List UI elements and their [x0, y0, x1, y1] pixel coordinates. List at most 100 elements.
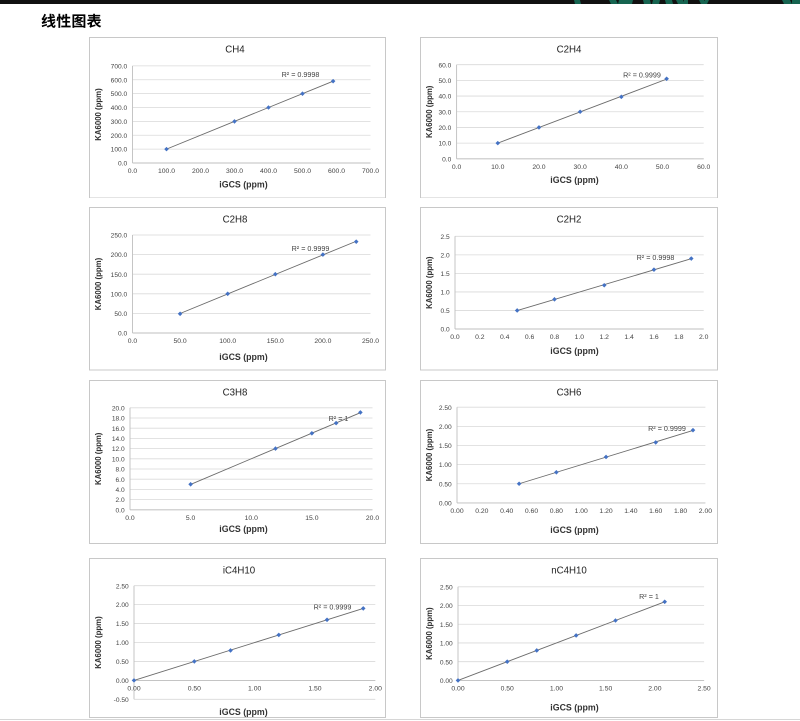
- svg-text:0.5: 0.5: [441, 308, 450, 315]
- svg-text:KA6000 (ppm): KA6000 (ppm): [94, 432, 103, 485]
- svg-text:2.00: 2.00: [115, 602, 128, 609]
- svg-text:1.00: 1.00: [115, 640, 128, 647]
- svg-text:15.0: 15.0: [305, 515, 318, 522]
- svg-text:1.80: 1.80: [674, 508, 687, 515]
- svg-text:150.0: 150.0: [110, 272, 127, 279]
- svg-text:R² = 0.9999: R² = 0.9999: [313, 602, 351, 611]
- svg-text:0.00: 0.00: [450, 508, 463, 515]
- svg-text:C2H2: C2H2: [557, 215, 582, 226]
- svg-text:0.0: 0.0: [118, 331, 127, 338]
- svg-text:1.8: 1.8: [674, 334, 684, 341]
- svg-text:1.00: 1.00: [440, 640, 453, 647]
- svg-text:R² = 0.9999: R² = 0.9999: [623, 70, 661, 79]
- svg-text:iGCS (ppm): iGCS (ppm): [219, 524, 267, 534]
- svg-text:200.0: 200.0: [314, 338, 331, 345]
- svg-text:R² = 1: R² = 1: [328, 414, 348, 423]
- svg-text:4.0: 4.0: [115, 487, 124, 494]
- svg-text:KA6000 (ppm): KA6000 (ppm): [425, 85, 434, 138]
- svg-text:250.0: 250.0: [361, 338, 378, 345]
- svg-text:C3H6: C3H6: [557, 388, 582, 399]
- svg-text:400.0: 400.0: [110, 105, 127, 112]
- svg-text:600.0: 600.0: [327, 168, 344, 175]
- svg-text:2.0: 2.0: [699, 334, 709, 341]
- svg-text:2.00: 2.00: [699, 508, 712, 515]
- svg-text:0.0: 0.0: [442, 156, 451, 163]
- svg-text:0.0: 0.0: [118, 160, 127, 167]
- svg-text:0.0: 0.0: [452, 164, 462, 171]
- svg-text:iGCS (ppm): iGCS (ppm): [219, 352, 267, 362]
- svg-text:500.0: 500.0: [110, 91, 127, 98]
- svg-text:KA6000 (ppm): KA6000 (ppm): [425, 256, 434, 309]
- svg-text:0.50: 0.50: [440, 659, 453, 666]
- svg-text:iGCS (ppm): iGCS (ppm): [550, 525, 598, 535]
- svg-text:1.00: 1.00: [439, 462, 452, 469]
- svg-text:0.2: 0.2: [475, 334, 485, 341]
- svg-text:0.0: 0.0: [450, 334, 460, 341]
- svg-text:1.20: 1.20: [599, 508, 612, 515]
- svg-text:0.0: 0.0: [115, 507, 124, 514]
- svg-text:250.0: 250.0: [110, 233, 127, 240]
- svg-text:10.0: 10.0: [111, 456, 124, 463]
- svg-text:KA6000 (ppm): KA6000 (ppm): [94, 87, 103, 140]
- svg-text:R² = 0.9998: R² = 0.9998: [281, 69, 319, 78]
- svg-text:0.50: 0.50: [439, 481, 452, 488]
- svg-text:0.0: 0.0: [125, 515, 135, 522]
- svg-text:100.0: 100.0: [110, 291, 127, 298]
- svg-text:200.0: 200.0: [110, 252, 127, 259]
- svg-text:iGCS (ppm): iGCS (ppm): [550, 346, 598, 356]
- svg-text:8.0: 8.0: [115, 467, 124, 474]
- svg-text:0.80: 0.80: [550, 508, 563, 515]
- svg-text:300.0: 300.0: [225, 168, 242, 175]
- svg-text:100.0: 100.0: [157, 168, 174, 175]
- svg-text:0.00: 0.00: [439, 501, 452, 508]
- svg-text:60.0: 60.0: [438, 62, 451, 69]
- svg-text:1.50: 1.50: [115, 621, 128, 628]
- svg-text:1.50: 1.50: [599, 685, 612, 692]
- svg-text:iGCS (ppm): iGCS (ppm): [550, 702, 598, 712]
- svg-text:1.50: 1.50: [440, 621, 453, 628]
- svg-text:0.50: 0.50: [501, 685, 514, 692]
- svg-text:2.5: 2.5: [441, 234, 450, 241]
- svg-text:400.0: 400.0: [259, 168, 276, 175]
- svg-text:1.0: 1.0: [575, 334, 585, 341]
- svg-text:50.0: 50.0: [656, 164, 669, 171]
- svg-text:18.0: 18.0: [111, 416, 124, 423]
- svg-text:50.0: 50.0: [114, 311, 127, 318]
- svg-text:C3H8: C3H8: [222, 388, 247, 399]
- svg-text:2.0: 2.0: [441, 252, 450, 259]
- svg-text:0.00: 0.00: [451, 685, 464, 692]
- svg-text:100.0: 100.0: [110, 146, 127, 153]
- svg-text:2.50: 2.50: [115, 583, 128, 590]
- svg-text:0.60: 0.60: [525, 508, 538, 515]
- svg-text:0.50: 0.50: [187, 685, 200, 692]
- svg-text:2.00: 2.00: [440, 603, 453, 610]
- svg-text:1.50: 1.50: [308, 685, 321, 692]
- svg-text:2.50: 2.50: [440, 584, 453, 591]
- svg-text:40.0: 40.0: [438, 93, 451, 100]
- svg-text:KA6000 (ppm): KA6000 (ppm): [94, 615, 103, 668]
- svg-text:1.00: 1.00: [550, 685, 563, 692]
- svg-text:0.00: 0.00: [115, 677, 128, 684]
- svg-text:10.0: 10.0: [491, 164, 504, 171]
- svg-text:14.0: 14.0: [111, 436, 124, 443]
- svg-text:2.00: 2.00: [648, 685, 661, 692]
- svg-text:1.00: 1.00: [248, 685, 261, 692]
- svg-text:1.5: 1.5: [441, 271, 450, 278]
- svg-text:200.0: 200.0: [191, 168, 208, 175]
- svg-text:50.0: 50.0: [173, 338, 186, 345]
- svg-text:5.0: 5.0: [185, 515, 195, 522]
- svg-text:R² = 0.9999: R² = 0.9999: [291, 244, 329, 253]
- svg-text:KA6000 (ppm): KA6000 (ppm): [94, 257, 103, 310]
- svg-text:2.50: 2.50: [439, 405, 452, 412]
- svg-text:600.0: 600.0: [110, 77, 127, 84]
- svg-text:0.0: 0.0: [441, 327, 450, 334]
- svg-text:30.0: 30.0: [574, 164, 587, 171]
- svg-text:200.0: 200.0: [110, 132, 127, 139]
- svg-text:60.0: 60.0: [697, 164, 710, 171]
- svg-text:300.0: 300.0: [110, 118, 127, 125]
- svg-text:0.00: 0.00: [127, 685, 140, 692]
- svg-text:500.0: 500.0: [293, 168, 310, 175]
- svg-text:700.0: 700.0: [361, 168, 378, 175]
- svg-text:20.0: 20.0: [365, 515, 378, 522]
- svg-text:R² = 1: R² = 1: [639, 592, 659, 601]
